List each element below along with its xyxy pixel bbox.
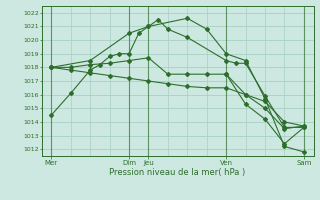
X-axis label: Pression niveau de la mer( hPa ): Pression niveau de la mer( hPa ) — [109, 168, 246, 177]
